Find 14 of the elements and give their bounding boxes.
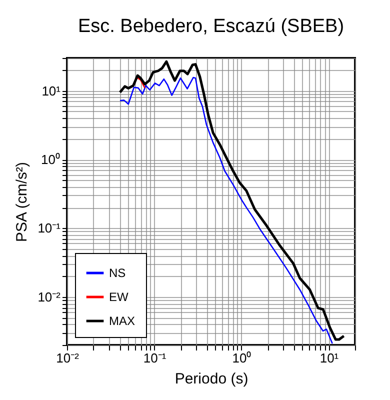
legend-label: NS <box>109 266 126 280</box>
x-tick-label: 10⁰ <box>232 350 252 366</box>
x-tick-label: 10¹ <box>320 350 340 366</box>
x-axis-title: Periodo (s) <box>174 370 248 388</box>
y-tick-label: 10⁰ <box>41 152 60 168</box>
legend-label: MAX <box>109 314 136 328</box>
y-tick-label: 10⁻² <box>38 289 62 304</box>
y-axis-title: PSA (cm/s²) <box>14 162 31 242</box>
x-tick-label: 10⁻¹ <box>143 350 167 366</box>
x-tick-label: 10⁻² <box>56 350 80 366</box>
y-tick-label: 10⁻¹ <box>38 220 62 236</box>
y-tick-label: 10¹ <box>42 83 62 98</box>
chart-title: Esc. Bebedero, Escazú (SBEB) <box>78 16 344 37</box>
legend-label: EW <box>109 290 130 304</box>
